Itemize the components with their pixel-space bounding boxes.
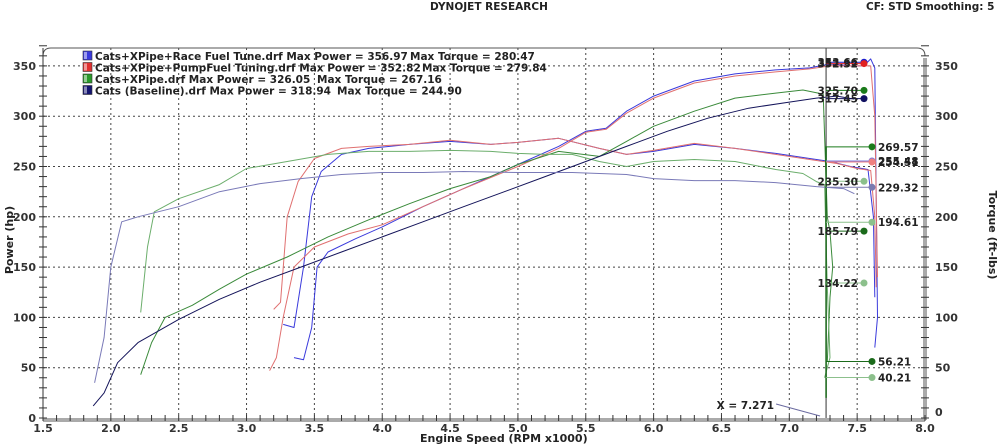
svg-text:Cats+XPipe.drf Max Power = 326: Cats+XPipe.drf Max Power = 326.05 (95, 74, 310, 86)
legend-item[interactable]: Cats (Baseline).drf Max Power = 318.94 Ma… (82, 85, 462, 98)
cursor-markers: 353.66352.32325.70317.45269.57255.48254.… (817, 57, 918, 384)
x-tick-label: 2.0 (101, 422, 121, 435)
chart-settings: CF: STD Smoothing: 5 (866, 1, 995, 13)
y2-axis-title: Torque (ft-lbs) (986, 191, 999, 280)
svg-text:317.45: 317.45 (817, 94, 858, 106)
y2-tick-label: 200 (935, 211, 958, 224)
cursor-marker: 134.22 (817, 278, 868, 290)
torque-curve-2 (140, 149, 831, 378)
legend-item[interactable]: Cats+XPipe.drf Max Power = 326.05 Max Tor… (82, 73, 442, 86)
x-tick-label: 6.5 (712, 422, 732, 435)
cursor-marker: 325.70 (817, 85, 868, 97)
svg-text:56.21: 56.21 (878, 356, 911, 368)
cursor-marker: 269.57 (826, 142, 919, 154)
y-tick-label: 50 (21, 362, 37, 375)
cursor-marker: 352.32 (817, 59, 868, 71)
x-tick-label: 5.0 (508, 422, 528, 435)
x-tick-label: 8.0 (915, 422, 935, 435)
y-tick-label: 200 (13, 211, 36, 224)
y2-tick-label: 250 (935, 161, 958, 174)
legend: Cats+XPipe+Race Fuel Tune.drf Max Power … (82, 50, 547, 98)
svg-text:185.79: 185.79 (817, 226, 858, 238)
svg-text:Max Torque = 279.84: Max Torque = 279.84 (422, 63, 547, 75)
svg-text:352.32: 352.32 (817, 59, 858, 71)
cursor-marker: 317.45 (817, 94, 868, 106)
y2-tick-label: 150 (935, 261, 958, 274)
legend-item[interactable]: Cats+XPipe+Race Fuel Tune.drf Max Power … (82, 50, 535, 63)
torque-curve-3 (94, 171, 855, 383)
cursor-marker: 235.30 (817, 176, 868, 188)
legend-item[interactable]: Cats+XPipe+PumpFuel Tuning.drf Max Power… (82, 62, 547, 75)
chart-title: DYNOJET RESEARCH (430, 1, 548, 13)
svg-text:Cats (Baseline).drf Max Power: Cats (Baseline).drf Max Power = 318.94 (95, 86, 331, 98)
y2-tick-label: 100 (935, 311, 958, 324)
svg-text:Cats+XPipe+Race Fuel Tune.drf: Cats+XPipe+Race Fuel Tune.drf Max Power … (95, 51, 408, 63)
grid-lines (43, 48, 925, 418)
power-curve-3 (92, 95, 855, 407)
y2-tick-label: 50 (935, 362, 951, 375)
svg-text:255.48: 255.48 (878, 156, 919, 168)
x-tick-label: 7.5 (847, 422, 867, 435)
svg-text:Cats+XPipe+PumpFuel Tuning.drf: Cats+XPipe+PumpFuel Tuning.drf Max Power… (95, 63, 421, 75)
x-tick-label: 7.0 (780, 422, 800, 435)
x-tick-label: 4.0 (372, 422, 392, 435)
axes: 1.5 2.0 2.5 3.0 3.5 4.0 4.5 5.0 5.5 6.0 6.5 7.0 7.5 8… (13, 45, 958, 435)
cursor-marker: 56.21 (826, 356, 911, 368)
svg-text:194.61: 194.61 (878, 217, 919, 229)
torque-curve-1 (273, 137, 877, 310)
cursor-marker: 254.51 (826, 157, 919, 169)
cursor-label: X = 7.271 (717, 400, 774, 412)
power-curve-1 (269, 65, 878, 371)
cursor-marker: 185.79 (817, 226, 868, 238)
x-tick-label: 4.5 (440, 422, 460, 435)
svg-text:235.30: 235.30 (817, 176, 858, 188)
y2-tick-label: 350 (935, 60, 958, 73)
y-axis-title: Power (hp) (3, 206, 16, 274)
cursor-line[interactable]: X = 7.271 (717, 48, 827, 418)
x-tick-label: 1.5 (33, 422, 53, 435)
svg-text:Max Torque = 244.90: Max Torque = 244.90 (337, 86, 462, 98)
svg-text:229.32: 229.32 (878, 182, 919, 194)
y-tick-label: 300 (13, 110, 36, 123)
y-tick-label: 350 (13, 60, 36, 73)
y-tick-label: 250 (13, 161, 36, 174)
cursor-marker: 229.32 (826, 182, 919, 194)
y-tick-label: 150 (13, 261, 36, 274)
cursor-marker: 194.61 (826, 217, 919, 229)
y-tick-label: 0 (28, 412, 36, 425)
cursor-marker: 40.21 (826, 373, 911, 385)
y2-tick-label: 300 (935, 110, 958, 123)
svg-text:325.70: 325.70 (817, 85, 858, 97)
x-tick-label: 6.0 (644, 422, 664, 435)
y-tick-label: 100 (13, 311, 36, 324)
y2-tick-label: 0 (935, 406, 943, 419)
svg-text:Max Torque = 280.47: Max Torque = 280.47 (410, 51, 535, 63)
curves (92, 58, 878, 407)
svg-text:269.57: 269.57 (878, 142, 919, 154)
svg-text:254.51: 254.51 (878, 157, 919, 169)
power-curve-2 (140, 89, 834, 375)
x-tick-label: 5.5 (576, 422, 596, 435)
x-tick-label: 2.5 (169, 422, 189, 435)
svg-text:Max Torque = 267.16: Max Torque = 267.16 (317, 74, 442, 86)
svg-text:40.21: 40.21 (878, 373, 911, 385)
x-tick-label: 3.5 (305, 422, 325, 435)
x-tick-label: 3.0 (237, 422, 257, 435)
x-axis-title: Engine Speed (RPM x1000) (420, 432, 588, 445)
svg-text:134.22: 134.22 (817, 278, 858, 290)
